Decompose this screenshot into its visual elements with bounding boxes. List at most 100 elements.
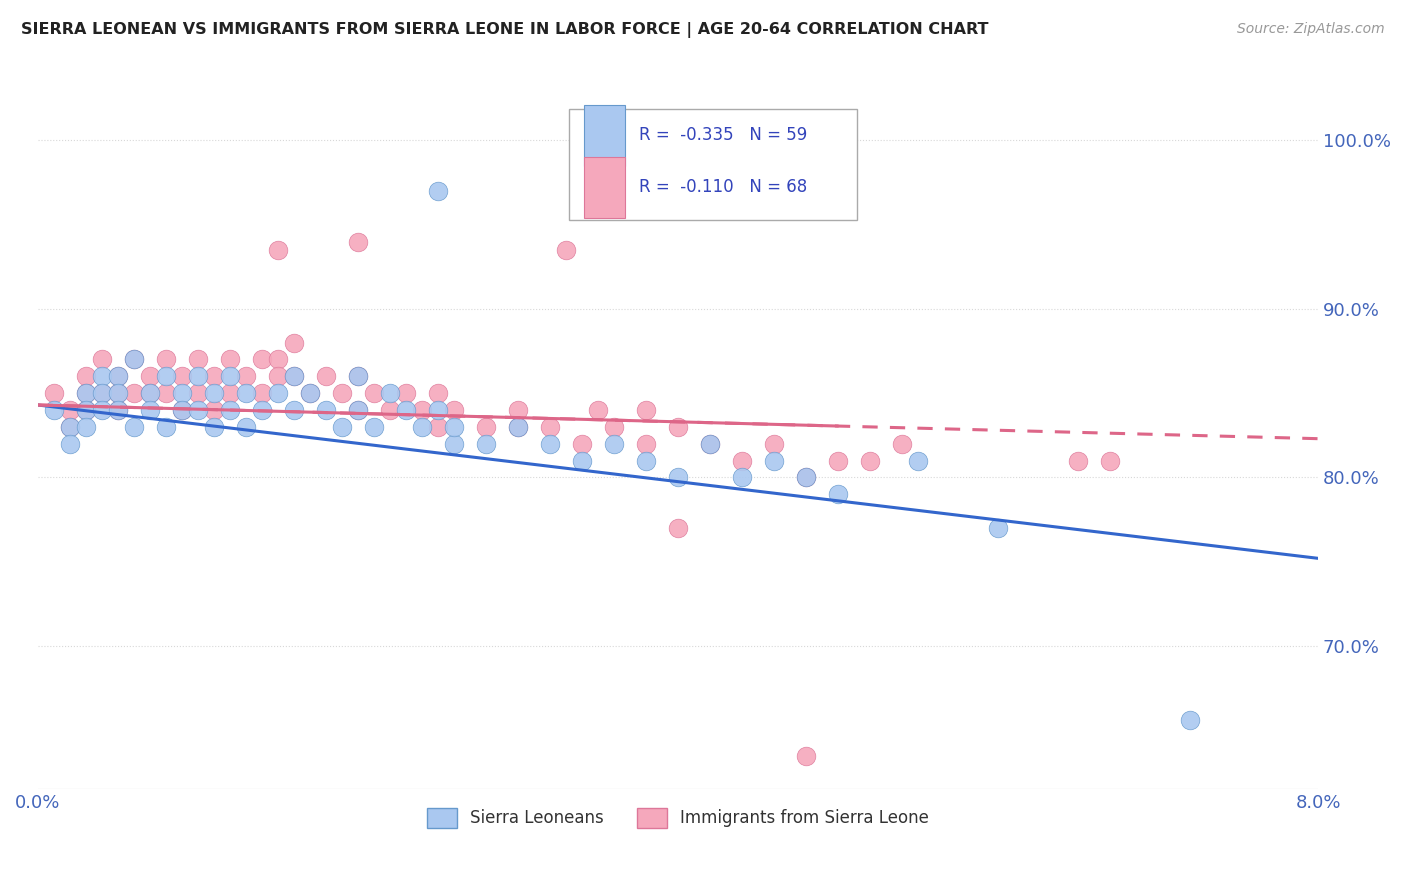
Point xyxy=(378,386,401,401)
Point xyxy=(699,436,721,450)
Point xyxy=(634,453,657,467)
Point xyxy=(170,403,193,417)
Point xyxy=(42,386,65,401)
Point xyxy=(107,403,129,417)
Point xyxy=(267,369,290,384)
Point xyxy=(603,436,626,450)
Point xyxy=(907,453,929,467)
Legend: Sierra Leoneans, Immigrants from Sierra Leone: Sierra Leoneans, Immigrants from Sierra … xyxy=(420,801,936,835)
Point xyxy=(554,243,576,257)
Point xyxy=(298,386,321,401)
Point xyxy=(330,420,353,434)
Point xyxy=(267,352,290,367)
Point xyxy=(155,420,177,434)
Point xyxy=(1067,453,1090,467)
Point xyxy=(122,420,145,434)
Point xyxy=(267,386,290,401)
Point xyxy=(202,403,225,417)
Point xyxy=(218,386,240,401)
Point xyxy=(59,436,82,450)
Point xyxy=(987,521,1010,535)
Point xyxy=(378,403,401,417)
Point xyxy=(218,403,240,417)
Point xyxy=(426,420,449,434)
Point xyxy=(267,243,290,257)
Point xyxy=(794,470,817,484)
Point xyxy=(107,369,129,384)
Point xyxy=(202,386,225,401)
Point xyxy=(346,235,368,249)
Point xyxy=(170,403,193,417)
Point xyxy=(138,386,160,401)
Point xyxy=(138,386,160,401)
Point xyxy=(170,386,193,401)
Point xyxy=(187,352,209,367)
Point xyxy=(122,352,145,367)
Point xyxy=(235,420,257,434)
Point xyxy=(634,436,657,450)
Point xyxy=(794,748,817,763)
Point xyxy=(666,521,689,535)
Point xyxy=(42,403,65,417)
Point xyxy=(90,386,112,401)
Point xyxy=(75,369,97,384)
Point xyxy=(538,436,561,450)
Bar xyxy=(585,157,626,218)
Point xyxy=(90,386,112,401)
Point xyxy=(891,436,914,450)
Point xyxy=(363,420,385,434)
Point xyxy=(475,436,498,450)
Point xyxy=(187,403,209,417)
Point xyxy=(506,420,529,434)
Point xyxy=(586,403,609,417)
Point xyxy=(283,335,305,350)
Point xyxy=(250,403,273,417)
Point xyxy=(538,420,561,434)
Point xyxy=(187,369,209,384)
Point xyxy=(235,386,257,401)
Point xyxy=(666,420,689,434)
Point xyxy=(346,369,368,384)
Text: Source: ZipAtlas.com: Source: ZipAtlas.com xyxy=(1237,22,1385,37)
Point xyxy=(107,403,129,417)
Point xyxy=(202,420,225,434)
Point xyxy=(187,386,209,401)
Point xyxy=(155,369,177,384)
Point xyxy=(138,369,160,384)
Point xyxy=(250,386,273,401)
Point xyxy=(827,487,849,501)
Point xyxy=(75,403,97,417)
Point xyxy=(59,403,82,417)
Point xyxy=(506,403,529,417)
Point xyxy=(443,436,465,450)
Point xyxy=(1099,453,1122,467)
Point xyxy=(122,386,145,401)
Point xyxy=(666,470,689,484)
Point xyxy=(155,352,177,367)
Point xyxy=(138,403,160,417)
Point xyxy=(59,420,82,434)
FancyBboxPatch shape xyxy=(569,109,858,219)
Point xyxy=(426,386,449,401)
Point xyxy=(346,403,368,417)
Point xyxy=(59,420,82,434)
Point xyxy=(411,403,433,417)
Point xyxy=(571,436,593,450)
Point xyxy=(155,386,177,401)
Point xyxy=(250,352,273,367)
Point xyxy=(395,403,418,417)
Text: R =  -0.335   N = 59: R = -0.335 N = 59 xyxy=(640,126,808,144)
Point xyxy=(75,386,97,401)
Point xyxy=(235,369,257,384)
Point xyxy=(794,470,817,484)
Point xyxy=(443,403,465,417)
Point xyxy=(411,420,433,434)
Point xyxy=(330,386,353,401)
Point xyxy=(426,184,449,198)
Point xyxy=(75,403,97,417)
Point xyxy=(731,453,754,467)
Point xyxy=(90,369,112,384)
Point xyxy=(315,369,337,384)
Point xyxy=(859,453,882,467)
Point xyxy=(170,369,193,384)
